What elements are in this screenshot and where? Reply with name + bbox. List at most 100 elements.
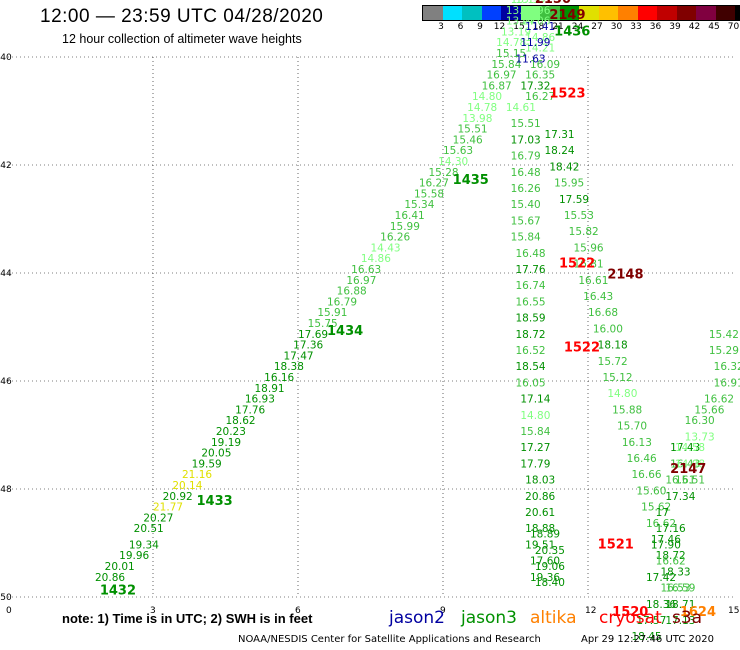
legend-label: 39: [669, 22, 681, 32]
legend-label: 15: [513, 22, 525, 32]
wave-height-value: 15.99: [390, 221, 420, 233]
wave-height-value: 17.27: [520, 442, 550, 454]
wave-height-value: 17.14: [520, 394, 550, 406]
wave-height-value: 16.27: [419, 178, 449, 190]
legend-swatch: [520, 6, 540, 20]
satellite-label-jason2: jason2: [389, 608, 445, 628]
wave-height-value: 21.77: [153, 502, 183, 514]
wave-height-value: 16.46: [627, 453, 657, 465]
wave-height-value: 17.69: [298, 329, 328, 341]
wave-height-value: 16.35: [525, 70, 555, 82]
pass-time-label: 1434: [327, 324, 363, 339]
wave-height-value: 15.51: [675, 475, 705, 487]
wave-height-value: 20.51: [134, 523, 164, 535]
legend-label: 36: [649, 22, 662, 32]
legend-label: 9: [477, 22, 483, 32]
satellite-label-s3a: s3a: [672, 608, 703, 628]
wave-height-value: 19.19: [211, 437, 241, 449]
wave-height-value: 19.34: [129, 539, 159, 551]
wave-height-value: 16.87: [482, 80, 512, 92]
wave-height-value: 16.09: [530, 59, 560, 71]
wave-height-value: 18.91: [255, 383, 285, 395]
wave-height-value: 14.80: [472, 91, 502, 103]
wave-height-value: 20.05: [201, 448, 231, 460]
wave-height-value: 15.84: [511, 232, 541, 244]
wave-height-value: 14.30: [438, 156, 468, 168]
wave-height-value: 15.82: [569, 226, 599, 238]
legend-label: 30: [610, 22, 623, 32]
wave-height-value: 16.53: [661, 583, 691, 595]
legend-swatch: [696, 6, 716, 20]
satellite-label-jason3: jason3: [461, 608, 517, 628]
wave-height-value: 14.80: [607, 388, 637, 400]
legend-swatch: [735, 6, 740, 20]
legend-swatch: [598, 6, 618, 20]
wave-height-value: 18.36: [646, 599, 676, 611]
wave-height-value: 13.99: [516, 0, 546, 6]
y-tick-label: -40: [0, 53, 12, 63]
pass-time-label: 2150: [535, 0, 571, 7]
wave-height-value: 18.18: [598, 340, 628, 352]
map-axes: 0 3 6 9 12 15 -40 -42 -44 -46 -48 -50: [0, 53, 739, 616]
wave-height-value: 18.71: [665, 599, 695, 611]
wave-height-value: 15.72: [598, 356, 628, 368]
wave-height-value: 16.00: [593, 323, 623, 335]
pass-time-label: 1435: [453, 173, 489, 188]
wave-height-value: 18.89: [530, 529, 560, 541]
legend-label: 27: [591, 22, 603, 32]
y-tick-label: -50: [0, 593, 12, 603]
wave-height-value: 13.98: [462, 113, 492, 125]
pass-time-label: 2147: [670, 462, 706, 477]
wave-height-value: 16.26: [511, 183, 541, 195]
wave-height-value: 15.60: [636, 485, 666, 497]
x-tick-label: 3: [150, 606, 156, 616]
wave-height-value: 17.34: [665, 491, 695, 503]
legend-label: 6: [457, 22, 464, 32]
wave-height-value: 13.27: [506, 16, 536, 28]
wave-height-value: 17: [656, 507, 669, 519]
wave-height-value: 14.61: [506, 102, 536, 114]
wave-height-value: 15.62: [641, 502, 671, 514]
wave-height-value: 17.42: [646, 572, 676, 584]
legend-swatch: [501, 6, 521, 20]
wave-height-value: 17.36: [293, 340, 323, 352]
legend-swatch: [462, 6, 482, 20]
wave-height-value: 15.29: [709, 345, 739, 357]
wave-height-value: 15.42: [709, 329, 739, 341]
wave-height-value: 15.84: [520, 426, 550, 438]
wave-height-points: 20.8620.0119.9619.3420.5120.2721.7720.92…: [95, 0, 740, 643]
wave-height-value: 15.46: [453, 134, 483, 146]
wave-height-value: 17.90: [651, 539, 681, 551]
wave-height-value: 18.40: [535, 577, 565, 589]
wave-height-value: 16.27: [525, 91, 555, 103]
wave-height-value: 14.08: [675, 458, 705, 470]
wave-height-value: 16.79: [327, 296, 357, 308]
legend-label: 12: [493, 22, 506, 32]
wave-height-value: 16.63: [351, 264, 381, 276]
wave-height-value: 18.45: [632, 631, 662, 643]
legend-swatch: [618, 6, 638, 20]
pass-time-label: 1624: [680, 605, 716, 620]
legend-label: 42: [688, 22, 701, 32]
pass-time-label: 1522: [559, 257, 595, 272]
wave-height-value: 14.80: [520, 410, 550, 422]
wave-height-value: 17.59: [559, 194, 589, 206]
wave-height-value: 17.32: [520, 80, 550, 92]
legend-swatch: [579, 6, 599, 20]
pass-time-label: 2148: [607, 267, 643, 282]
wave-height-value: 15.12: [603, 372, 633, 384]
wave-height-value: 16.48: [516, 248, 546, 260]
wave-height-value: 17.60: [530, 556, 560, 568]
wave-height-value: 17.46: [651, 534, 681, 546]
legend-label: 24: [571, 22, 584, 32]
wave-height-value: 14.58: [675, 442, 705, 454]
wave-height-value: 16.66: [632, 469, 662, 481]
wave-height-value: 14.78: [467, 102, 497, 114]
legend-swatch: [715, 6, 735, 20]
legend-swatch: [540, 6, 560, 20]
wave-height-value: 19.36: [530, 572, 560, 584]
wave-height-value: 15.91: [317, 307, 347, 319]
wave-height-value: 16.43: [583, 291, 613, 303]
wave-height-value: 14.06: [520, 16, 550, 28]
wave-height-value: 16.61: [578, 275, 608, 287]
